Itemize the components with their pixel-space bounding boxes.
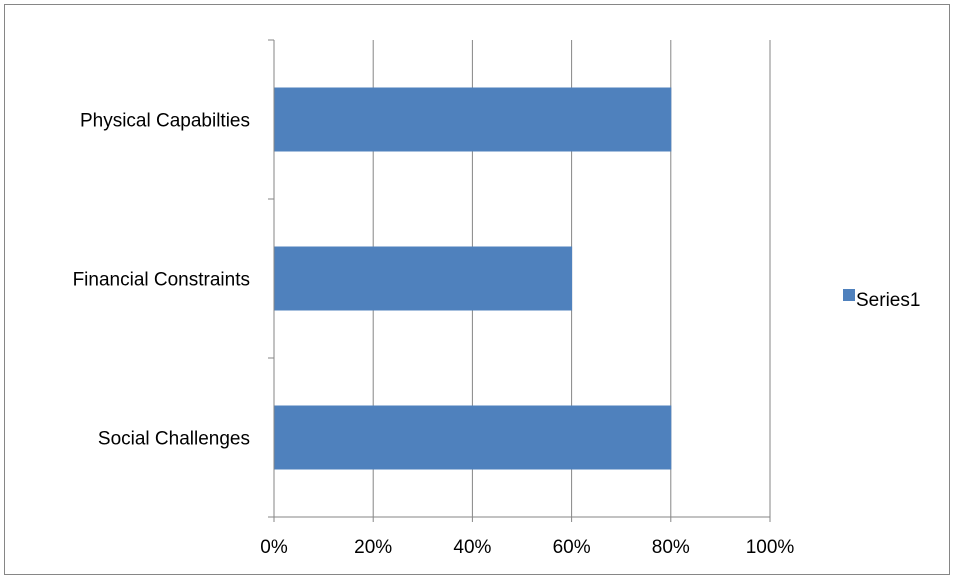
x-tick-label: 100%: [746, 537, 795, 558]
x-tick-label: 60%: [553, 537, 591, 558]
legend-label: Series1: [856, 290, 920, 311]
x-tick-label: 40%: [453, 537, 491, 558]
y-category-label: Physical Capabilties: [80, 111, 250, 132]
legend-swatch: [843, 289, 855, 301]
y-category-label: Social Challenges: [98, 429, 250, 450]
x-tick-label: 80%: [652, 537, 690, 558]
bar: [274, 405, 672, 470]
bar: [274, 87, 672, 152]
x-tick-label: 0%: [260, 537, 288, 558]
x-tick-label: 20%: [354, 537, 392, 558]
bar: [274, 246, 573, 311]
y-category-label: Financial Constraints: [73, 270, 250, 291]
